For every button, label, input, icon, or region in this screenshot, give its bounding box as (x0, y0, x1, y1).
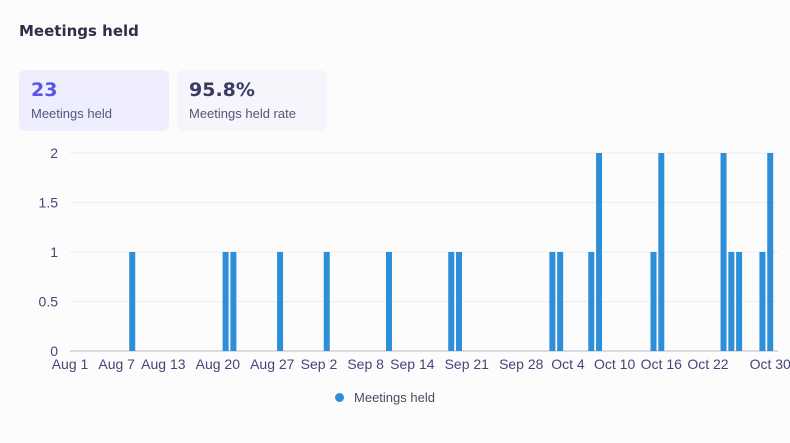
x-tick-label: Oct 16 (641, 356, 682, 372)
x-tick-label: Aug 13 (141, 356, 186, 372)
x-tick-label: Oct 10 (594, 356, 635, 372)
chart-legend[interactable]: Meetings held (0, 390, 790, 405)
bar (129, 252, 136, 351)
x-tick-label: Sep 14 (390, 356, 435, 372)
x-tick-label: Aug 27 (250, 356, 295, 372)
x-tick-label: Sep 2 (301, 356, 338, 372)
bar (385, 252, 392, 351)
x-tick-label: Sep 21 (445, 356, 490, 372)
bar (222, 252, 229, 351)
stat-label: Meetings held (31, 106, 112, 121)
x-tick-label: Aug 1 (52, 356, 89, 372)
x-tick-label: Aug 20 (196, 356, 241, 372)
bar (323, 252, 330, 351)
x-tick-label: Sep 28 (499, 356, 544, 372)
bar (549, 252, 556, 351)
bar (728, 252, 735, 351)
bar-chart: 0 0.5 1 1.5 2 Aug 1 Aug 7 Aug 13 Aug 20 Aug 27 Sep… (39, 145, 790, 372)
y-tick-label: 0 (50, 343, 58, 359)
page-title: Meetings held (19, 22, 139, 40)
stat-card-meetings-held[interactable]: 23 Meetings held (19, 70, 169, 131)
legend-marker-meetings-held (335, 393, 345, 402)
bar (759, 252, 766, 351)
legend-label-meetings-held: Meetings held (354, 390, 435, 405)
stat-card-meetings-held-rate[interactable]: 95.8% Meetings held rate (177, 70, 327, 131)
stat-label: Meetings held rate (189, 106, 296, 121)
bar (448, 252, 455, 351)
bar (230, 252, 237, 351)
y-tick-label: 1 (50, 244, 58, 260)
x-tick-label: Aug 7 (98, 356, 135, 372)
bar (557, 252, 564, 351)
bar (736, 252, 743, 351)
bar (720, 153, 727, 351)
y-tick-label: 1.5 (39, 195, 59, 211)
y-tick-label: 0.5 (39, 294, 59, 310)
stat-value: 95.8% (189, 79, 255, 101)
bar (596, 153, 603, 351)
bar (650, 252, 657, 351)
bar (277, 252, 284, 351)
y-tick-label: 2 (50, 145, 58, 161)
bar (456, 252, 463, 351)
bar (767, 153, 774, 351)
x-tick-label: Oct 30 (750, 356, 790, 372)
x-tick-label: Oct 4 (551, 356, 585, 372)
bar (658, 153, 665, 351)
x-tick-label: Oct 22 (687, 356, 728, 372)
bar (588, 252, 595, 351)
stat-value: 23 (31, 79, 58, 101)
x-tick-label: Sep 8 (347, 356, 384, 372)
